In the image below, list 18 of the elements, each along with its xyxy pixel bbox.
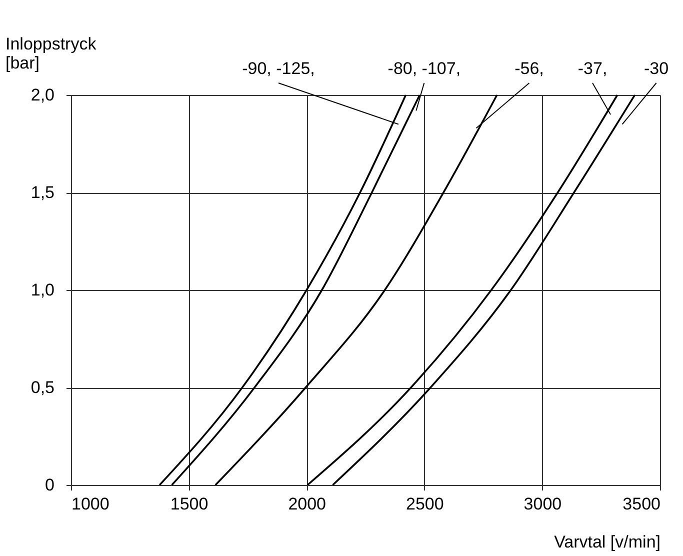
x-tick-label: 3500	[622, 494, 660, 514]
y-axis-title: Inloppstryck [bar]	[6, 34, 97, 72]
y-tick-label: 2,0	[30, 86, 54, 104]
y-tick-label: 1,0	[30, 280, 54, 300]
y-tick-label: 0	[45, 476, 54, 494]
annotation: -90, -125,	[242, 59, 315, 78]
x-tick-label: 2500	[406, 494, 444, 514]
annotation: -37,	[578, 59, 608, 78]
x-tick-label: 1000	[72, 494, 110, 514]
x-axis-title: Varvtal [v/min]	[554, 532, 660, 552]
x-tick-label: 3000	[524, 494, 562, 514]
x-tick-label: 2000	[288, 494, 326, 514]
y-tick-label: 0,5	[30, 378, 54, 397]
annotation: -56,	[514, 59, 544, 78]
annotation: -30	[644, 59, 669, 78]
y-tick-label: 1,5	[30, 183, 54, 202]
x-tick-label: 1500	[170, 494, 208, 514]
annotation: -80, -107,	[388, 59, 461, 78]
